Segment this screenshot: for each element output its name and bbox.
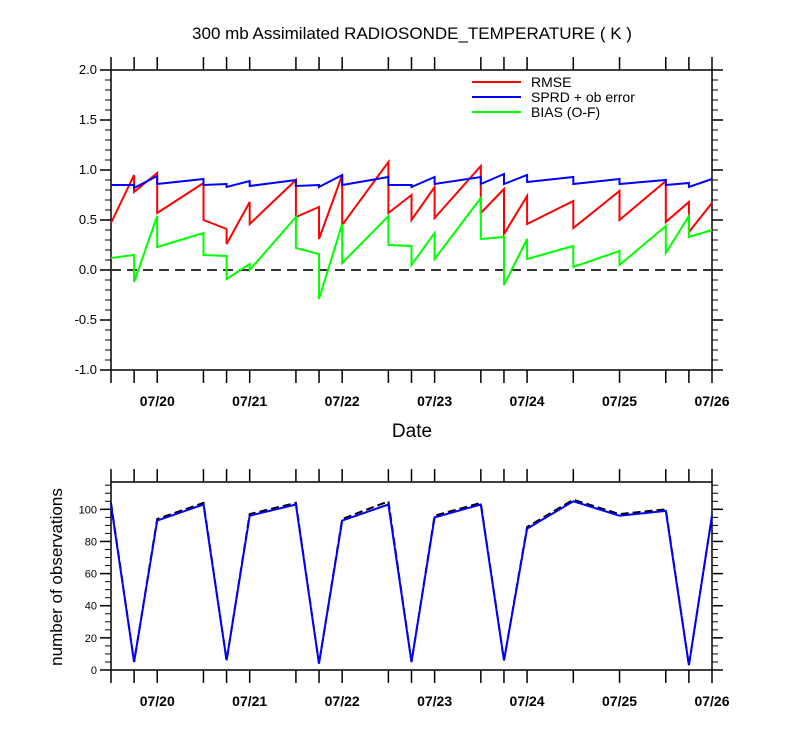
x-tick-label: 07/26 [694,693,729,709]
y-tick-label: 0.5 [79,212,97,227]
series-line-obs-solid [110,500,713,666]
x-tick-label: 07/22 [325,393,360,409]
legend-label: RMSE [531,74,571,90]
legend-label: SPRD + ob error [531,89,635,105]
bottom-plot: 0 20 40 60 80 100 07/20 07/21 07/22 07/23 07/24 07/… [79,469,730,709]
plot-frame [110,481,713,671]
top-chart-title: 300 mb Assimilated RADIOSONDE_TEMPERATUR… [192,24,632,43]
x-tick-label: 07/24 [510,393,545,409]
x-tick-label: 07/21 [232,393,267,409]
bottom-chart-ylabel: number of observations [47,488,66,666]
x-tick-label: 07/20 [140,393,175,409]
x-tick-label: 07/26 [694,393,729,409]
y-tick-label: -0.5 [75,312,97,327]
x-tick-label: 07/23 [417,393,452,409]
y-tick-label: 100 [79,504,97,516]
y-tick-label: 0 [91,665,97,677]
x-tick-label: 07/25 [602,393,637,409]
y-tick-label: 60 [85,569,97,581]
y-tick-label: 80 [85,536,97,548]
top-chart-xlabel: Date [392,421,432,442]
x-tick-label: 07/24 [510,693,545,709]
legend-label: BIAS (O-F) [531,104,600,120]
y-tick-label: 40 [85,601,97,613]
series-line-bias-o-f- [110,195,713,300]
y-tick-label: 0.0 [79,262,97,277]
x-tick-label: 07/23 [417,693,452,709]
series-line-obs-dashed [110,498,713,666]
y-tick-label: -1.0 [75,362,97,377]
x-tick-label: 07/20 [140,693,175,709]
y-tick-label: 2.0 [79,62,97,77]
y-tick-label: 20 [85,633,97,645]
series-line-sprd-ob-error [111,172,713,190]
plot-frame [110,69,713,371]
series-line-rmse [110,158,713,245]
x-tick-label: 07/25 [602,693,637,709]
y-tick-label: 1.0 [79,162,97,177]
x-tick-label: 07/21 [232,693,267,709]
top-plot: -1.0 -0.5 0.0 0.5 1.0 1.5 2.0 07/20 07/21 07/22 07… [75,57,730,409]
y-tick-label: 1.5 [79,112,97,127]
x-tick-label: 07/22 [325,693,360,709]
